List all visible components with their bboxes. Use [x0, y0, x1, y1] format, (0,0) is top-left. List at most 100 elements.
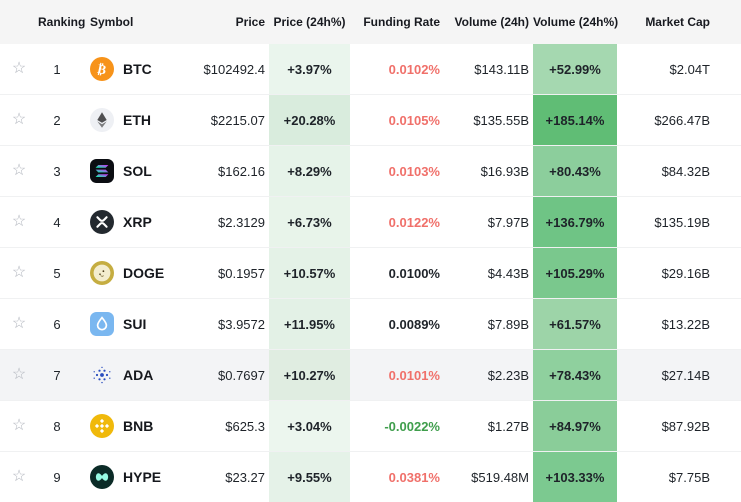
coin-symbol-label: BNB: [123, 418, 153, 434]
symbol-cell: HYPE: [76, 452, 182, 502]
doge-icon: [90, 261, 114, 285]
star-icon[interactable]: [12, 316, 26, 332]
volume-cell: $4.43B: [444, 248, 533, 299]
star-icon[interactable]: [12, 214, 26, 230]
btc-icon: ₿: [90, 57, 114, 81]
coin-symbol-label: BTC: [123, 61, 152, 77]
table-row[interactable]: 7 ADA $0.7697 +10.27% 0.0101% $2.23B +78…: [0, 350, 741, 401]
volume-change-cell: +84.97%: [533, 401, 617, 452]
price-cell: $625.3: [182, 401, 269, 452]
volume-change-cell: +185.14%: [533, 95, 617, 146]
price-change-cell: +3.04%: [269, 401, 350, 452]
table-row[interactable]: 5 DOGE $0.1957 +10.57% 0.0100% $4.43B +1…: [0, 248, 741, 299]
header-price[interactable]: Price: [182, 0, 269, 44]
table-row[interactable]: 4 XRP $2.3129 +6.73% 0.0122% $7.97B +136…: [0, 197, 741, 248]
ranking-cell: 3: [38, 146, 76, 197]
ranking-cell: 1: [38, 44, 76, 95]
header-price-change[interactable]: Price (24h%): [269, 0, 350, 44]
market-cap-cell: $29.16B: [617, 248, 741, 299]
star-icon[interactable]: [12, 418, 26, 434]
volume-change-cell: +105.29%: [533, 248, 617, 299]
header-market-cap[interactable]: Market Cap: [617, 0, 741, 44]
price-cell: $0.7697: [182, 350, 269, 401]
symbol-cell: SOL: [76, 146, 182, 197]
watchlist-cell: [0, 299, 38, 350]
price-cell: $23.27: [182, 452, 269, 502]
table-row[interactable]: 3 SOL $162.16 +8.29% 0.0103% $16.93B +80…: [0, 146, 741, 197]
table-row[interactable]: 2 ETH $2215.07 +20.28% 0.0105% $135.55B …: [0, 95, 741, 146]
hype-icon: [90, 465, 114, 489]
sol-icon: [90, 159, 114, 183]
header-funding-rate[interactable]: Funding Rate: [350, 0, 444, 44]
price-cell: $2215.07: [182, 95, 269, 146]
star-icon[interactable]: [12, 265, 26, 281]
coin-table-body: 1 ₿ BTC $102492.4 +3.97% 0.0102% $143.11…: [0, 44, 741, 502]
ranking-cell: 9: [38, 452, 76, 502]
star-icon[interactable]: [12, 163, 26, 179]
coin-symbol-label: ETH: [123, 112, 151, 128]
volume-cell: $519.48M: [444, 452, 533, 502]
market-cap-cell: $87.92B: [617, 401, 741, 452]
header-symbol[interactable]: Symbol: [76, 0, 182, 44]
price-change-cell: +10.27%: [269, 350, 350, 401]
funding-rate-cell: 0.0101%: [350, 350, 444, 401]
watchlist-cell: [0, 452, 38, 502]
price-cell: $162.16: [182, 146, 269, 197]
price-change-cell: +11.95%: [269, 299, 350, 350]
star-icon[interactable]: [12, 61, 26, 77]
star-icon[interactable]: [12, 469, 26, 485]
price-change-cell: +3.97%: [269, 44, 350, 95]
price-cell: $0.1957: [182, 248, 269, 299]
ranking-cell: 7: [38, 350, 76, 401]
table-header: Ranking Symbol Price Price (24h%) Fundin…: [0, 0, 741, 44]
watchlist-cell: [0, 401, 38, 452]
header-ranking[interactable]: Ranking: [38, 0, 76, 44]
table-row[interactable]: 6 SUI $3.9572 +11.95% 0.0089% $7.89B +61…: [0, 299, 741, 350]
symbol-cell: ADA: [76, 350, 182, 401]
xrp-icon: [90, 210, 114, 234]
volume-change-cell: +136.79%: [533, 197, 617, 248]
symbol-cell: ETH: [76, 95, 182, 146]
table-row[interactable]: 9 HYPE $23.27 +9.55% 0.0381% $519.48M +1…: [0, 452, 741, 502]
price-change-cell: +8.29%: [269, 146, 350, 197]
watchlist-cell: [0, 350, 38, 401]
volume-change-cell: +78.43%: [533, 350, 617, 401]
bnb-icon: [90, 414, 114, 438]
price-change-cell: +9.55%: [269, 452, 350, 502]
ranking-cell: 4: [38, 197, 76, 248]
table-row[interactable]: 1 ₿ BTC $102492.4 +3.97% 0.0102% $143.11…: [0, 44, 741, 95]
volume-cell: $7.89B: [444, 299, 533, 350]
market-cap-cell: $27.14B: [617, 350, 741, 401]
star-icon[interactable]: [12, 367, 26, 383]
volume-change-cell: +61.57%: [533, 299, 617, 350]
ranking-cell: 6: [38, 299, 76, 350]
funding-rate-cell: 0.0102%: [350, 44, 444, 95]
sui-icon: [90, 312, 114, 336]
volume-change-cell: +52.99%: [533, 44, 617, 95]
volume-cell: $2.23B: [444, 350, 533, 401]
watchlist-cell: [0, 44, 38, 95]
symbol-cell: SUI: [76, 299, 182, 350]
volume-cell: $135.55B: [444, 95, 533, 146]
market-cap-cell: $266.47B: [617, 95, 741, 146]
header-watchlist: [0, 0, 38, 44]
header-volume-change[interactable]: Volume (24h%): [533, 0, 617, 44]
market-cap-cell: $7.75B: [617, 452, 741, 502]
table-row[interactable]: 8 BNB $625.3 +3.04% -0.0022% $1.27B +84.…: [0, 401, 741, 452]
coin-symbol-label: DOGE: [123, 265, 164, 281]
funding-rate-cell: 0.0103%: [350, 146, 444, 197]
market-cap-cell: $84.32B: [617, 146, 741, 197]
funding-rate-cell: -0.0022%: [350, 401, 444, 452]
watchlist-cell: [0, 95, 38, 146]
ada-icon: [90, 363, 114, 387]
coin-symbol-label: SOL: [123, 163, 152, 179]
star-icon[interactable]: [12, 112, 26, 128]
coin-symbol-label: SUI: [123, 316, 146, 332]
ranking-cell: 5: [38, 248, 76, 299]
price-cell: $102492.4: [182, 44, 269, 95]
ranking-cell: 8: [38, 401, 76, 452]
coin-symbol-label: ADA: [123, 367, 153, 383]
market-cap-cell: $13.22B: [617, 299, 741, 350]
header-volume[interactable]: Volume (24h): [444, 0, 533, 44]
